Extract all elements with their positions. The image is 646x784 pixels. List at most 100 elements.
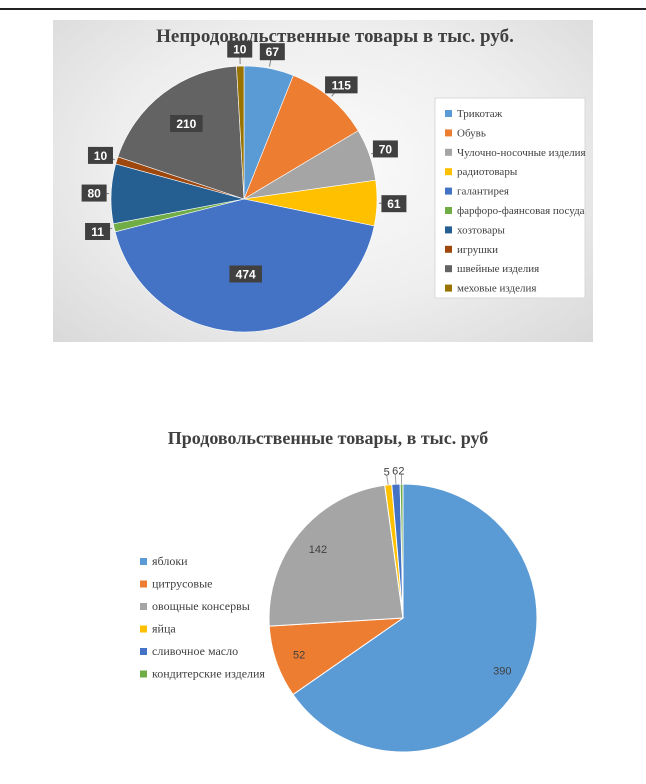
data-label-box [170, 114, 203, 132]
data-label-value: 80 [87, 187, 101, 201]
legend-swatch [140, 625, 147, 633]
legend-label: яйца [152, 622, 176, 636]
legend-swatch [140, 558, 147, 565]
legend-item-сливочное-масло: сливочное масло [140, 644, 238, 658]
legend-swatch [140, 603, 147, 610]
data-label-игрушки: 10 [87, 146, 113, 164]
data-label-цитрусовые: 52 [293, 650, 305, 662]
legend-label: фарфоро-фаянсовая посуда [457, 205, 585, 217]
food-chart-title: Продовольственные товары, в тыс. руб [168, 428, 489, 448]
legend-item-яблоки: яблоки [140, 554, 188, 568]
data-label-value: 10 [233, 43, 247, 57]
legend-swatch [140, 670, 147, 678]
data-label-box [227, 40, 253, 58]
legend-label: Трикотаж [457, 108, 503, 120]
pie-slice-обувь [243, 75, 359, 200]
data-label-кондитерские-изделия: 2 [398, 466, 404, 478]
legend-swatch [140, 580, 147, 588]
legend-item-чулочно-носочные-изделия: Чулочно-носочные изделия [445, 147, 586, 159]
data-label-сливочное-масло: 6 [392, 466, 398, 478]
data-label-value: 70 [379, 142, 393, 156]
data-label-чулочно-носочные-изделия: 70 [372, 140, 398, 158]
legend-label: кондитерские изделия [152, 667, 265, 681]
pie-slice-овощные-консервы [268, 484, 404, 627]
data-label-швейные-изделия: 210 [170, 114, 203, 132]
nonfood-legend-box [434, 97, 586, 299]
data-label-хозтовары: 80 [81, 184, 107, 202]
data-label-value: 474 [236, 267, 256, 281]
data-label-box [85, 222, 111, 240]
legend-swatch [445, 284, 452, 292]
data-label-box [259, 43, 285, 61]
legend-swatch [445, 207, 452, 214]
data-label-value: 210 [176, 117, 196, 131]
legend-swatch [140, 648, 147, 655]
legend-label: овощные консервы [152, 599, 250, 613]
legend-item-трикотаж: Трикотаж [445, 108, 503, 120]
legend-swatch [445, 148, 452, 156]
top-rule [0, 8, 646, 10]
legend-item-цитрусовые: цитрусовые [140, 577, 212, 591]
data-label-box [229, 265, 262, 283]
legend-label: Чулочно-носочные изделия [457, 147, 586, 159]
data-label-овощные-консервы: 142 [309, 544, 327, 556]
data-label-value: 115 [332, 78, 352, 92]
data-label-value: 52 [293, 650, 305, 662]
leader-line [394, 474, 397, 485]
legend-item-галантирея: галантирея [445, 186, 509, 198]
pie-slice-швейные-изделия [117, 65, 245, 200]
nonfood-pie-svg: Непродовольственные товары в тыс. руб. 6… [81, 26, 586, 333]
data-label-value: 11 [91, 225, 104, 239]
data-label-радиотовары: 61 [381, 195, 407, 213]
legend-swatch [445, 226, 452, 234]
legend-item-хозтовары: хозтовары [445, 224, 506, 236]
data-label-box [325, 76, 358, 94]
legend-label: яблоки [152, 554, 188, 568]
pie-slice-яблоки [292, 483, 538, 753]
data-label-box [381, 195, 407, 213]
legend-item-кондитерские-изделия: кондитерские изделия [140, 667, 265, 681]
legend-item-швейные-изделия: швейные изделия [445, 263, 539, 275]
legend-label: цитрусовые [152, 577, 212, 591]
data-label-value: 142 [309, 544, 327, 556]
legend-item-яйца: яйца [140, 622, 176, 636]
data-label-value: 61 [387, 197, 401, 211]
nonfood-chart: Непродовольственные товары в тыс. руб. 6… [53, 20, 593, 342]
data-label-фарфоро-фаянсовая-посуда: 11 [85, 222, 111, 240]
data-label-галантирея: 474 [229, 265, 262, 283]
legend-label: меховые изделия [457, 283, 536, 295]
data-label-value: 390 [493, 665, 511, 677]
data-label-box [87, 146, 113, 164]
data-label-box [81, 184, 107, 202]
data-label-value: 2 [398, 466, 404, 478]
legend-label: галантирея [457, 186, 509, 198]
legend-label: сливочное масло [152, 644, 238, 658]
legend-item-фарфоро-фаянсовая-посуда: фарфоро-фаянсовая посуда [445, 205, 585, 217]
leader-line [386, 474, 389, 485]
data-label-трикотаж: 67 [259, 43, 285, 61]
legend-item-овощные-консервы: овощные консервы [140, 599, 250, 613]
legend-swatch [445, 168, 452, 176]
legend-swatch [445, 265, 452, 273]
legend-swatch [445, 110, 452, 117]
legend-label: швейные изделия [457, 263, 539, 275]
legend-swatch [445, 187, 452, 195]
pie-slice-меховые-изделия [236, 65, 245, 200]
legend-swatch [445, 129, 452, 137]
legend-item-меховые-изделия: меховые изделия [445, 283, 536, 295]
data-label-обувь: 115 [325, 76, 358, 94]
legend-label: хозтовары [457, 224, 506, 236]
data-label-value: 6 [392, 466, 398, 478]
legend-label: радиотовары [457, 166, 518, 178]
food-chart: Продовольственные товары, в тыс. руб 390… [80, 418, 600, 782]
data-label-яйца: 5 [384, 466, 390, 478]
food-pie-svg: Продовольственные товары, в тыс. руб 390… [140, 428, 538, 753]
data-label-меховые-изделия: 10 [227, 40, 253, 58]
data-label-value: 67 [266, 45, 280, 59]
nonfood-chart-title: Непродовольственные товары в тыс. руб. [156, 26, 514, 47]
legend-item-радиотовары: радиотовары [445, 166, 518, 178]
legend-item-игрушки: игрушки [445, 244, 498, 256]
pie-slice-кондитерские-изделия [399, 483, 404, 619]
data-label-яблоки: 390 [493, 665, 511, 677]
legend-swatch [445, 245, 452, 253]
